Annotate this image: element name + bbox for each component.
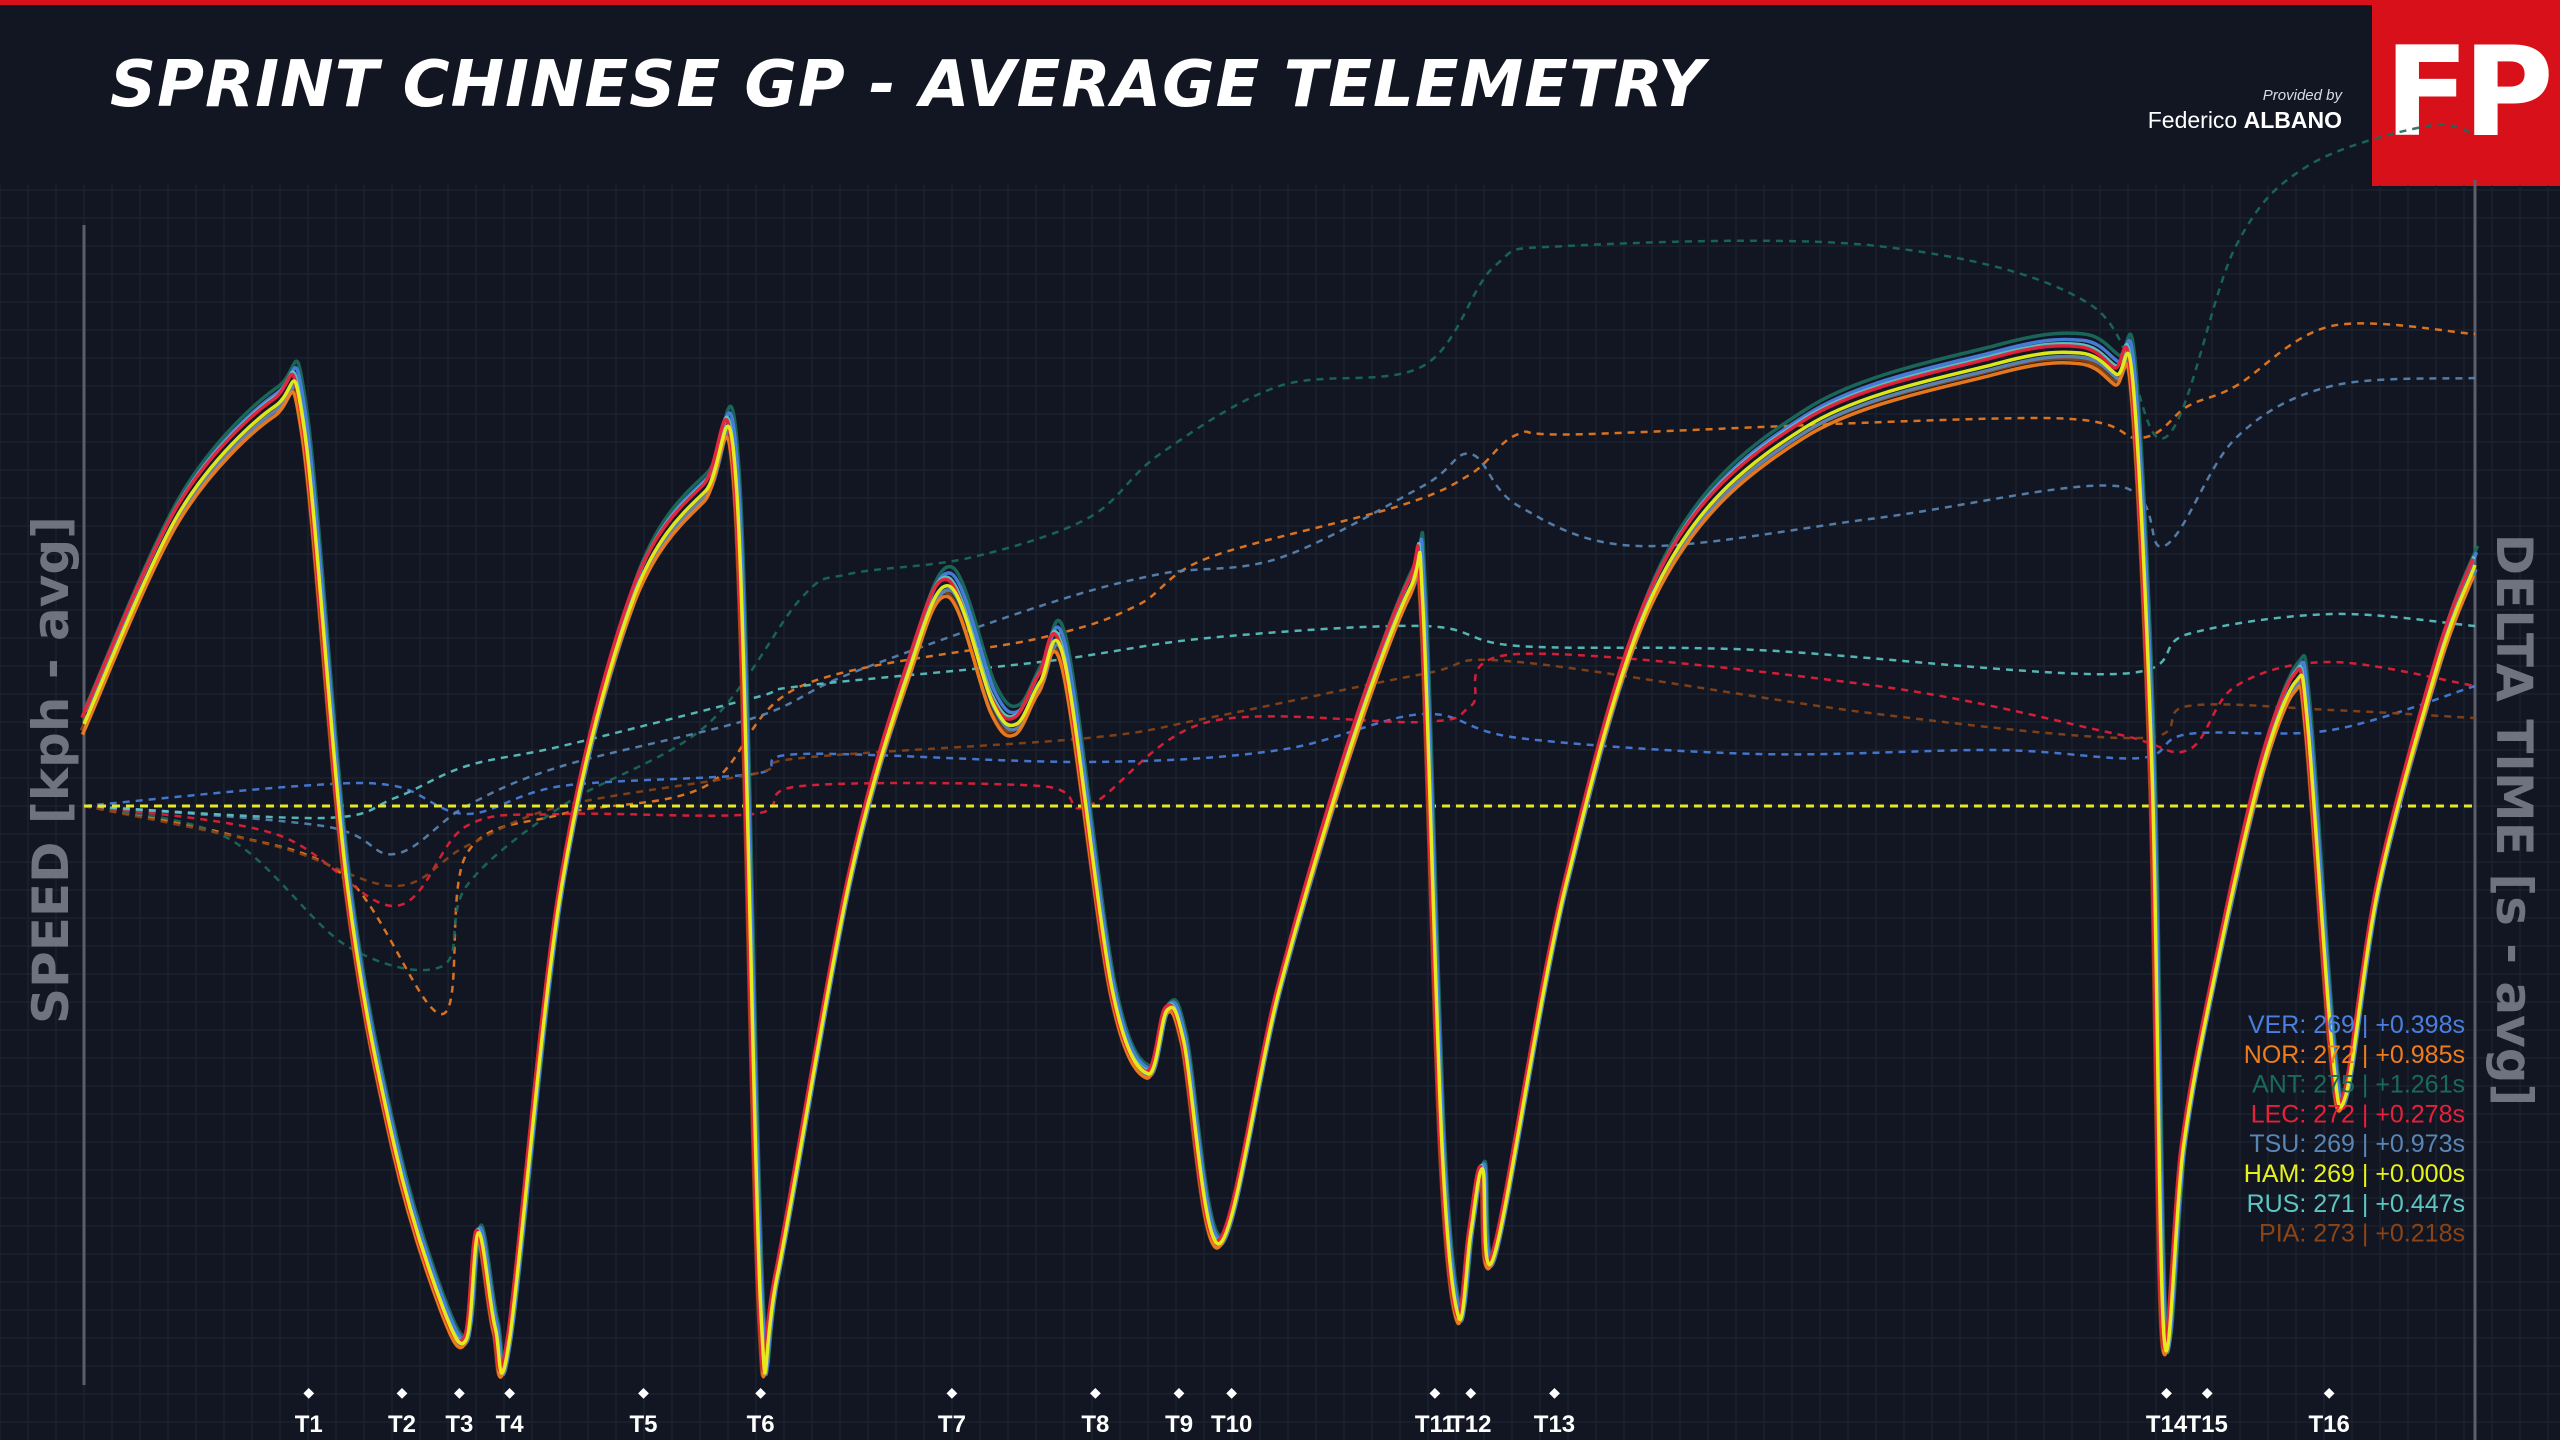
corner-label-t6: T6 bbox=[747, 1411, 775, 1438]
credit-author: Federico ALBANO bbox=[2080, 106, 2342, 134]
corner-label-t5: T5 bbox=[629, 1411, 657, 1438]
chart-title: SPRINT CHINESE GP - AVERAGE TELEMETRY bbox=[110, 48, 1706, 122]
legend-entry-ver: VER: 269 | +0.398s bbox=[2248, 1011, 2465, 1039]
corner-label-t12: T12 bbox=[1450, 1411, 1491, 1438]
corner-label-t11: T11 bbox=[1415, 1411, 1455, 1438]
delta-trace-ant bbox=[83, 123, 2476, 972]
right-axis-title: DELTA TIME [s - avg] bbox=[2485, 534, 2543, 1107]
speed-trace-nor bbox=[80, 361, 2476, 1379]
corner-marker-icon: ◆ bbox=[454, 1385, 465, 1401]
credit-last-name: ALBANO bbox=[2243, 107, 2342, 133]
corner-marker-icon: ◆ bbox=[2161, 1385, 2172, 1401]
legend-entry-pia: PIA: 273 | +0.218s bbox=[2259, 1220, 2465, 1248]
corner-marker-icon: ◆ bbox=[397, 1385, 408, 1401]
corner-label-t7: T7 bbox=[938, 1411, 966, 1438]
legend-entry-nor: NOR: 272 | +0.985s bbox=[2244, 1041, 2465, 1069]
legend-entry-ham: HAM: 269 | +0.000s bbox=[2244, 1160, 2465, 1188]
corner-marker-icon: ◆ bbox=[947, 1385, 958, 1401]
corner-marker-icon: ◆ bbox=[2324, 1385, 2335, 1401]
corner-label-t15: T15 bbox=[2187, 1411, 2228, 1438]
speed-trace-tsu bbox=[83, 354, 2478, 1377]
fp-logo: FP bbox=[2372, 0, 2560, 186]
credit-block: Provided by Federico ALBANO bbox=[2080, 86, 2342, 134]
corner-label-t14: T14 bbox=[2146, 1411, 2188, 1438]
corner-label-t1: T1 bbox=[295, 1411, 323, 1438]
speed-trace-ver bbox=[83, 337, 2479, 1371]
corner-marker-icon: ◆ bbox=[1549, 1385, 1560, 1401]
corner-marker-icon: ◆ bbox=[1090, 1385, 1101, 1401]
delta-trace-lec bbox=[83, 652, 2476, 908]
corner-label-t8: T8 bbox=[1081, 1411, 1109, 1438]
delta-trace-rus bbox=[83, 612, 2476, 820]
chart-grid bbox=[0, 185, 2560, 1440]
corner-marker-icon: ◆ bbox=[504, 1385, 515, 1401]
legend-entry-lec: LEC: 272 | +0.278s bbox=[2251, 1100, 2465, 1128]
corner-label-t4: T4 bbox=[496, 1411, 525, 1438]
corner-label-t13: T13 bbox=[1534, 1411, 1575, 1438]
corner-markers: ◆ T1 ◆ T2 ◆ T3 ◆ T4 ◆ T5 ◆ T6 ◆ T7 ◆ T8 ◆ T9 ◆ T10 ◆ T11 ◆ T12 ◆… bbox=[295, 1385, 2350, 1438]
credit-first-name: Federico bbox=[2147, 107, 2238, 133]
corner-marker-icon: ◆ bbox=[1174, 1385, 1185, 1401]
corner-marker-icon: ◆ bbox=[755, 1385, 766, 1401]
corner-marker-icon: ◆ bbox=[638, 1385, 649, 1401]
corner-marker-icon: ◆ bbox=[2202, 1385, 2213, 1401]
corner-label-t9: T9 bbox=[1165, 1411, 1193, 1438]
legend-entry-rus: RUS: 271 | +0.447s bbox=[2247, 1190, 2465, 1218]
delta-trace-tsu bbox=[83, 376, 2476, 856]
top-accent-bar bbox=[0, 0, 2372, 5]
speed-trace-pia bbox=[79, 356, 2475, 1377]
corner-marker-icon: ◆ bbox=[1226, 1385, 1237, 1401]
speed-trace-ham bbox=[82, 350, 2477, 1375]
corner-label-t3: T3 bbox=[445, 1411, 473, 1438]
legend-entry-ant: ANT: 275 | +1.261s bbox=[2252, 1071, 2465, 1099]
corner-marker-icon: ◆ bbox=[303, 1385, 314, 1401]
speed-trace-ant bbox=[84, 331, 2480, 1368]
corner-label-t10: T10 bbox=[1211, 1411, 1252, 1438]
corner-label-t16: T16 bbox=[2308, 1411, 2349, 1438]
delta-trace-pia bbox=[83, 658, 2476, 888]
credit-pretext: Provided by bbox=[2262, 87, 2342, 104]
corner-label-t2: T2 bbox=[388, 1411, 416, 1438]
corner-marker-icon: ◆ bbox=[1465, 1385, 1476, 1401]
corner-marker-icon: ◆ bbox=[1430, 1385, 1441, 1401]
delta-traces bbox=[83, 123, 2476, 1016]
speed-traces bbox=[79, 331, 2480, 1379]
left-axis-title: SPEED [kph - avg] bbox=[22, 516, 80, 1024]
legend-entry-tsu: TSU: 269 | +0.973s bbox=[2249, 1130, 2465, 1158]
delta-trace-nor bbox=[83, 322, 2476, 1016]
